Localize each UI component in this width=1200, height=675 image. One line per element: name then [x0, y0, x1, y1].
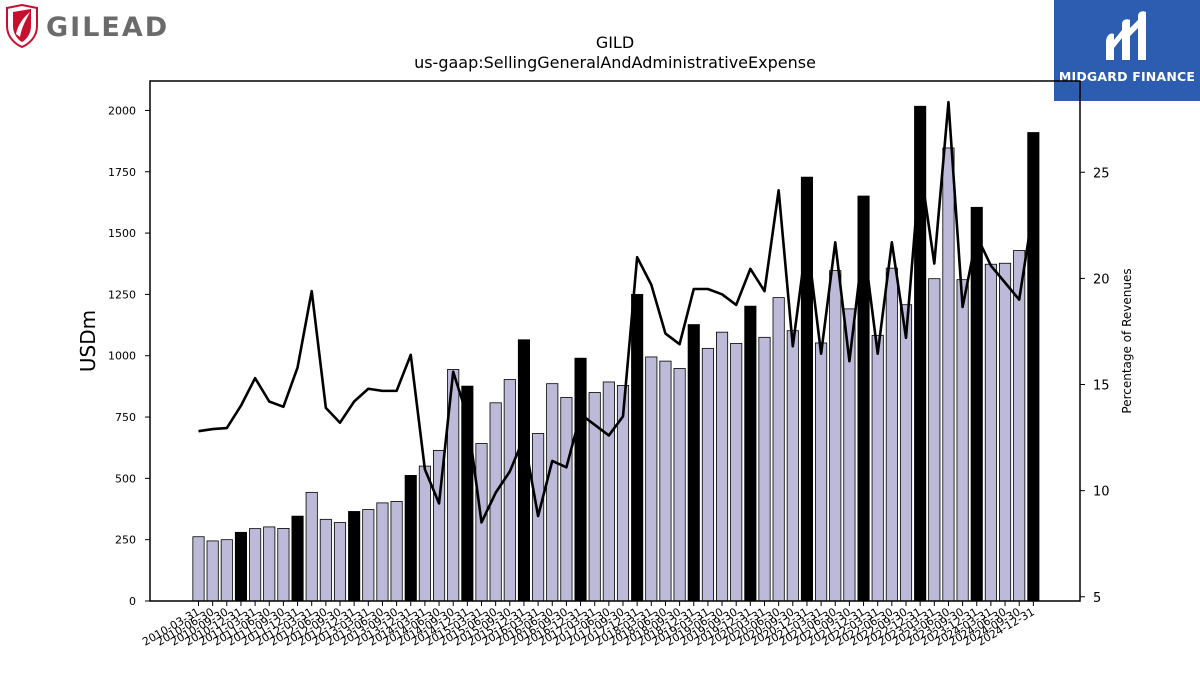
- y-tick-label: 1500: [108, 227, 136, 240]
- x-axis: 2010-03-312010-06-302010-09-302010-12-31…: [140, 601, 1037, 649]
- line-series: [198, 100, 1035, 524]
- bar-quarter: [659, 360, 672, 602]
- bar-quarter: [885, 267, 898, 602]
- bar-quarter: [1013, 250, 1026, 602]
- bar-quarter: [716, 331, 729, 602]
- bar-quarter: [730, 343, 743, 602]
- y2-tick-label: 15: [1093, 379, 1110, 394]
- plot-frame: [149, 80, 1081, 602]
- bar-quarter: [956, 279, 969, 602]
- publisher-logo-text: MIDGARD FINANCE: [1058, 69, 1196, 84]
- bar-annual: [291, 515, 304, 602]
- y-axis-label: USDm: [76, 310, 100, 372]
- company-logo: GILEAD: [4, 4, 167, 50]
- bar-quarter: [319, 518, 332, 602]
- chart-title: GILD: [596, 33, 634, 52]
- y-axis-right: 5 10 15 20 25: [1080, 166, 1110, 606]
- gilead-shield-icon: [6, 4, 38, 48]
- y-tick-label: 750: [115, 411, 136, 424]
- chart-subtitle: us-gaap:SellingGeneralAndAdministrativeE…: [414, 53, 816, 72]
- bar-annual: [517, 339, 530, 602]
- bar-quarter: [899, 304, 913, 602]
- bar-quarter: [871, 334, 884, 602]
- bar-annual: [348, 511, 361, 602]
- y2-tick-label: 10: [1093, 485, 1110, 500]
- y2-tick-label: 5: [1093, 591, 1101, 606]
- bar-quarter: [829, 270, 842, 602]
- bar-quarter: [928, 278, 941, 602]
- bar-quarter: [277, 528, 290, 602]
- midgard-mark-icon: [1106, 11, 1146, 61]
- y-tick-label: 0: [129, 595, 136, 608]
- bar-quarter: [546, 383, 559, 602]
- y2-tick-label: 25: [1093, 166, 1110, 181]
- bar-annual: [1027, 132, 1040, 602]
- y-tick-label: 250: [115, 534, 136, 547]
- bar-quarter: [220, 539, 233, 602]
- bar-quarter: [305, 491, 318, 602]
- y2-axis-label: Percentage of Revenues: [1120, 268, 1134, 413]
- bar-annual: [970, 206, 983, 602]
- bar-annual: [631, 293, 644, 602]
- bar-annual: [234, 531, 248, 602]
- bar-quarter: [333, 522, 347, 602]
- bar-quarter: [602, 381, 615, 602]
- bar-quarter: [263, 526, 276, 602]
- y-axis-left: 0 250 500 750 1000 1250 1500 1750 2000: [108, 104, 150, 608]
- bar-quarter: [701, 347, 714, 602]
- bar-quarter: [376, 502, 389, 602]
- y-tick-label: 1750: [108, 166, 136, 179]
- bar-quarter: [999, 262, 1012, 602]
- y-tick-label: 2000: [108, 104, 136, 117]
- bar-annual: [687, 324, 700, 602]
- bar-quarter: [418, 465, 431, 602]
- bar-quarter: [942, 147, 955, 602]
- bar-quarter: [673, 368, 686, 602]
- bar-annual: [574, 357, 587, 602]
- y-tick-label: 1000: [108, 350, 136, 363]
- y-tick-label: 500: [115, 472, 136, 485]
- bar-quarter: [362, 509, 375, 602]
- y2-tick-label: 20: [1093, 272, 1110, 287]
- bar-quarter: [815, 342, 828, 602]
- bar-quarter: [772, 297, 785, 602]
- bar-quarter: [206, 540, 219, 602]
- bar-quarter: [503, 379, 516, 602]
- bar-annual: [857, 195, 870, 602]
- bar-quarter: [390, 501, 403, 602]
- y-tick-label: 1250: [108, 288, 136, 301]
- bar-quarter: [786, 330, 799, 602]
- publisher-logo: MIDGARD FINANCE: [1054, 0, 1200, 101]
- bar-quarter: [560, 397, 573, 602]
- bar-quarter: [192, 536, 205, 602]
- bar-quarter: [758, 336, 771, 602]
- bar-annual: [404, 475, 417, 602]
- line-series-layer: [198, 100, 1035, 524]
- company-logo-text: GILEAD: [46, 12, 170, 43]
- bar-annual: [744, 305, 757, 602]
- bar-quarter: [249, 528, 262, 602]
- bar-quarter: [984, 263, 997, 602]
- bar-quarter: [645, 356, 658, 602]
